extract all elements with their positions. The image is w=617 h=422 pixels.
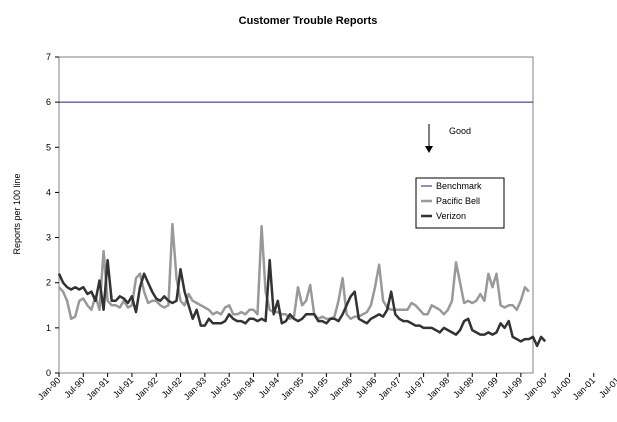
x-tick-label: Jul-91 bbox=[111, 375, 135, 399]
y-axis: 0 1 2 3 4 5 6 7 bbox=[46, 52, 59, 378]
x-tick-label: Jan-98 bbox=[425, 375, 452, 402]
x-tick-label: Jul-94 bbox=[257, 375, 281, 399]
x-tick-label: Jan-94 bbox=[230, 375, 257, 402]
y-tick-label: 7 bbox=[46, 52, 51, 62]
x-tick-label: Jul-00 bbox=[548, 375, 572, 399]
x-tick-label: Jan-01 bbox=[571, 375, 598, 402]
x-tick-label: Jul-98 bbox=[451, 375, 475, 399]
y-tick-label: 3 bbox=[46, 233, 51, 243]
series-line-pacific-bell bbox=[58, 222, 530, 321]
y-tick-label: 4 bbox=[46, 187, 51, 197]
legend-label-verizon: Verizon bbox=[436, 211, 466, 221]
annotation-good: Good bbox=[449, 126, 471, 136]
x-tick-label: Jul-95 bbox=[305, 375, 329, 399]
x-tick-label: Jan-99 bbox=[473, 375, 500, 402]
x-tick-label: Jul-96 bbox=[354, 375, 378, 399]
good-annotation: Good bbox=[425, 124, 471, 153]
arrow-head bbox=[425, 146, 433, 153]
x-tick-label: Jul-93 bbox=[208, 375, 232, 399]
y-axis-label: Reports per 100 line bbox=[12, 173, 22, 254]
x-tick-label: Jan-95 bbox=[279, 375, 306, 402]
x-tick-label: Jan-91 bbox=[84, 375, 111, 402]
x-tick-label: Jan-00 bbox=[522, 375, 549, 402]
x-tick-label: Jan-96 bbox=[328, 375, 355, 402]
series-layer bbox=[57, 101, 547, 348]
y-tick-label: 2 bbox=[46, 278, 51, 288]
x-tick-label: Jul-92 bbox=[160, 375, 184, 399]
x-tick-label: Jul-01 bbox=[597, 375, 617, 399]
legend: Benchmark Pacific Bell Verizon bbox=[415, 177, 505, 229]
x-tick-label: Jan-93 bbox=[182, 375, 209, 402]
x-tick-label: Jul-99 bbox=[500, 375, 524, 399]
chart-title: Customer Trouble Reports bbox=[239, 15, 378, 27]
series-line-verizon bbox=[57, 258, 547, 348]
x-tick-label: Jul-90 bbox=[62, 375, 86, 399]
y-tick-label: 1 bbox=[46, 323, 51, 333]
x-tick-label: Jul-97 bbox=[403, 375, 427, 399]
x-tick-label: Jan-90 bbox=[36, 375, 63, 402]
y-tick-label: 6 bbox=[46, 97, 51, 107]
y-tick-label: 5 bbox=[46, 142, 51, 152]
legend-label-benchmark: Benchmark bbox=[436, 181, 482, 191]
x-tick-label: Jan-92 bbox=[133, 375, 160, 402]
y-tick-label: 0 bbox=[46, 368, 51, 378]
x-tick-label: Jan-97 bbox=[376, 375, 403, 402]
legend-label-pacific-bell: Pacific Bell bbox=[436, 196, 480, 206]
